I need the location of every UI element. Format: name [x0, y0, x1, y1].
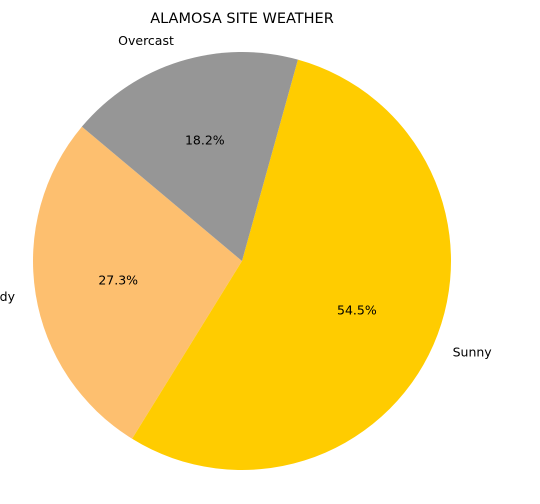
- slice-percent-overcast: 18.2%: [185, 133, 225, 148]
- pie-slice-overcast: [81, 52, 298, 261]
- pie-slices: [33, 52, 451, 470]
- slice-percent-sunny: 54.5%: [337, 303, 377, 318]
- slice-percent-partly-cloudy: 27.3%: [98, 272, 138, 287]
- slice-label-partly-cloudy: Partly cloudy: [0, 289, 16, 304]
- slice-label-sunny: Sunny: [453, 345, 493, 360]
- slice-label-overcast: Overcast: [118, 33, 174, 48]
- pie-slice-sunny: [132, 59, 451, 470]
- pie-slice-partly-cloudy: [33, 126, 243, 439]
- pie-labels: Partly cloudy 27.3% Sunny 54.5% Overcast 18.2…: [0, 33, 492, 360]
- chart-title: ALAMOSA SITE WEATHER: [150, 11, 334, 27]
